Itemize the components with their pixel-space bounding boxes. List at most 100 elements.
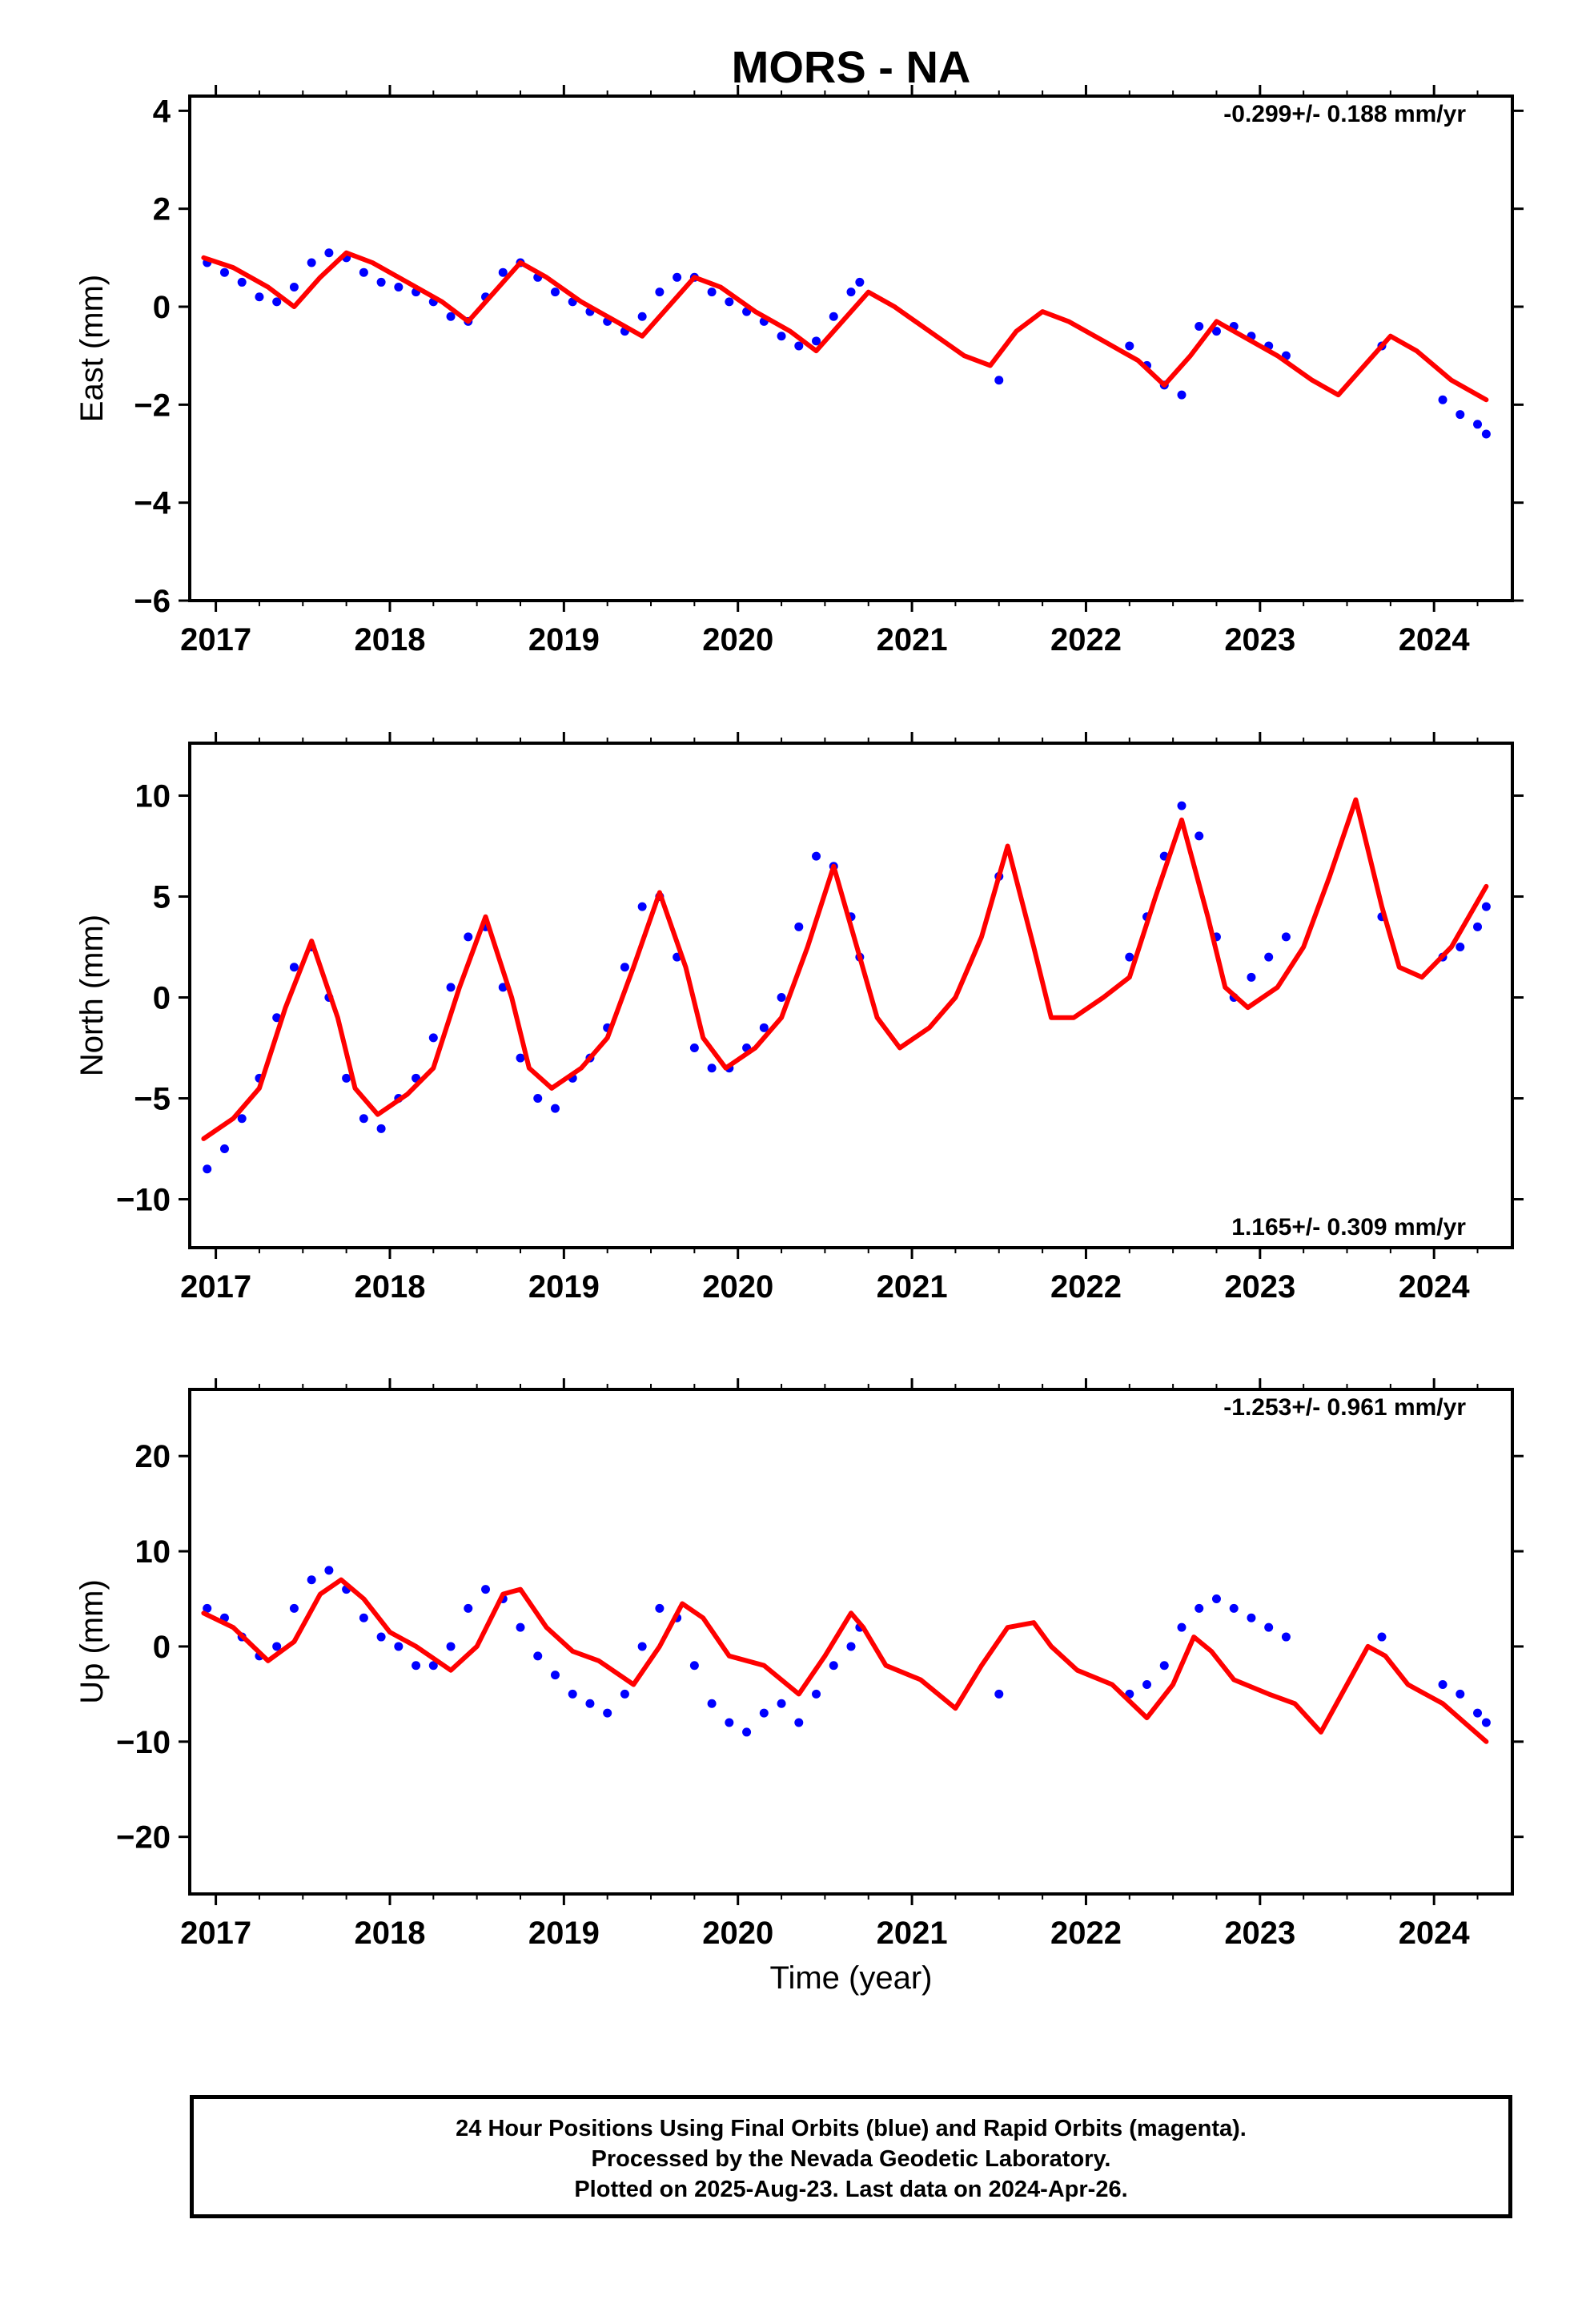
- north-point: [689, 1043, 699, 1053]
- north-point: [376, 1124, 386, 1133]
- east-y-tick-label: −2: [134, 388, 171, 423]
- east-point: [446, 312, 456, 321]
- up-fit-curve: [201, 1577, 1489, 1744]
- north-x-tick-label: 2020: [702, 1269, 773, 1305]
- east-point: [777, 332, 786, 341]
- up-y-tick-label: −20: [116, 1820, 171, 1856]
- up-y-tick-label: 20: [135, 1439, 171, 1474]
- east-point: [725, 297, 734, 307]
- up-point: [428, 1661, 438, 1671]
- east-point: [829, 312, 838, 321]
- up-x-tick-label: 2021: [877, 1916, 948, 1951]
- panel-up: 2017 2018 2019 2020 2021 2022 2023 2024 −20 −10 0…: [74, 1378, 1524, 1951]
- north-point: [620, 963, 629, 972]
- north-point: [203, 1164, 212, 1174]
- up-y-tick-label: −10: [116, 1725, 171, 1760]
- up-x-tick-label: 2019: [528, 1916, 600, 1951]
- east-x-tick-label: 2022: [1050, 622, 1122, 657]
- east-point: [255, 292, 264, 302]
- up-point: [1438, 1679, 1447, 1689]
- up-point: [550, 1671, 560, 1680]
- east-point: [219, 267, 229, 277]
- up-x-tick-label: 2017: [180, 1916, 251, 1951]
- north-y-tick-label: −10: [116, 1183, 171, 1218]
- east-point: [637, 312, 647, 321]
- up-point: [376, 1632, 386, 1642]
- north-y-tick-label: −5: [134, 1082, 171, 1117]
- east-x-tick-label: 2018: [354, 622, 425, 657]
- east-point: [498, 267, 508, 277]
- east-x-tick-label: 2017: [180, 622, 251, 657]
- up-point: [1211, 1594, 1221, 1604]
- up-rate-label: -1.253+/- 0.961 mm/yr: [1223, 1394, 1466, 1421]
- up-point: [725, 1718, 734, 1727]
- north-point: [428, 1033, 438, 1043]
- up-point: [464, 1603, 473, 1613]
- north-fit-curve: [201, 797, 1489, 1141]
- east-point: [655, 287, 665, 297]
- north-point: [446, 983, 456, 992]
- up-point: [777, 1699, 786, 1708]
- east-point: [794, 341, 804, 351]
- east-point: [846, 287, 856, 297]
- east-x-axis: 2017 2018 2019 2020 2021 2022 2023 2024: [180, 85, 1479, 657]
- up-point: [994, 1689, 1004, 1699]
- east-point: [1211, 327, 1221, 336]
- north-point: [1264, 952, 1274, 962]
- up-x-tick-label: 2018: [354, 1916, 425, 1951]
- north-point: [812, 851, 821, 861]
- east-fit-line: [201, 250, 1489, 403]
- north-point: [342, 1073, 351, 1083]
- up-frame-rect: [188, 1388, 1514, 1896]
- east-fit-curve: [201, 250, 1489, 403]
- east-point: [1177, 390, 1186, 400]
- up-point: [812, 1689, 821, 1699]
- north-x-tick-label: 2021: [877, 1269, 948, 1305]
- east-point: [1481, 429, 1491, 439]
- up-point: [1142, 1679, 1152, 1689]
- north-fit-line: [201, 797, 1489, 1141]
- x-axis-title: Time (year): [770, 1960, 933, 1996]
- north-point: [707, 1063, 717, 1073]
- north-point: [1177, 801, 1186, 810]
- up-x-axis: 2017 2018 2019 2020 2021 2022 2023 2024: [180, 1378, 1479, 1951]
- north-point: [1195, 831, 1204, 841]
- east-x-tick-label: 2024: [1399, 622, 1471, 657]
- up-point: [829, 1661, 838, 1671]
- up-plot-frame: [188, 1388, 1514, 1896]
- north-x-tick-label: 2022: [1050, 1269, 1122, 1305]
- up-point: [289, 1603, 299, 1613]
- east-point: [994, 376, 1004, 385]
- north-x-axis: 2017 2018 2019 2020 2021 2022 2023 2024: [180, 732, 1479, 1305]
- north-x-tick-label: 2017: [180, 1269, 251, 1305]
- east-point: [272, 297, 282, 307]
- east-y-tick-label: 4: [153, 94, 171, 129]
- north-point: [359, 1114, 368, 1124]
- up-point: [1177, 1622, 1186, 1632]
- up-fit-line: [201, 1577, 1489, 1744]
- east-point: [237, 277, 247, 287]
- up-point: [533, 1651, 543, 1661]
- up-point: [1195, 1603, 1204, 1613]
- north-point: [516, 1053, 525, 1063]
- up-point: [307, 1575, 316, 1585]
- north-x-tick-label: 2024: [1399, 1269, 1471, 1305]
- up-y-tick-label: 0: [153, 1630, 171, 1665]
- up-point: [846, 1642, 856, 1651]
- up-point: [394, 1642, 404, 1651]
- north-point: [237, 1114, 247, 1124]
- east-point: [1195, 321, 1204, 331]
- north-point: [777, 993, 786, 1003]
- caption-line-3: Plotted on 2025-Aug-23. Last data on 202…: [574, 2177, 1128, 2202]
- north-point: [1481, 902, 1491, 911]
- up-point: [359, 1613, 368, 1622]
- east-point: [855, 277, 865, 287]
- caption-box: 24 Hour Positions Using Final Orbits (bl…: [190, 2095, 1512, 2218]
- north-x-tick-label: 2023: [1224, 1269, 1295, 1305]
- up-point: [203, 1603, 212, 1613]
- up-point: [1264, 1622, 1274, 1632]
- up-y-axis-label: Up (mm): [74, 1579, 110, 1704]
- north-point: [1456, 943, 1465, 952]
- east-point: [324, 248, 334, 258]
- east-point: [376, 277, 386, 287]
